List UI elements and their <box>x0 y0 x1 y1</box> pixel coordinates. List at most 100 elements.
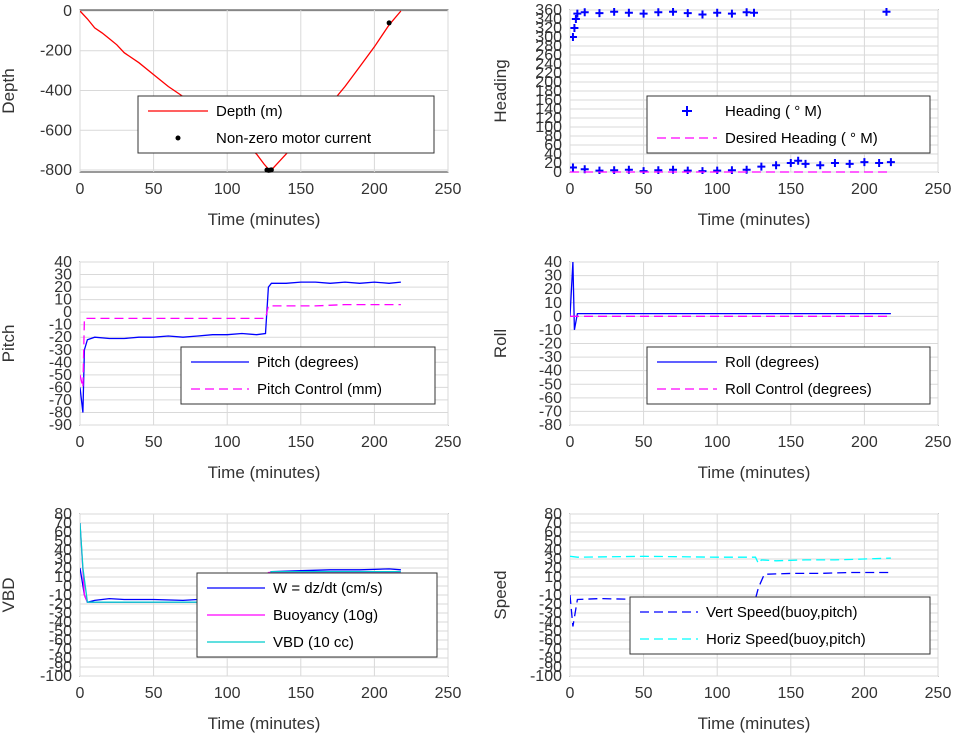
y-tick-label: 10 <box>544 295 562 312</box>
x-tick-label: 100 <box>704 181 731 198</box>
legend-label: Pitch (degrees) <box>257 354 359 371</box>
data-point <box>580 8 589 17</box>
y-tick-label: 340 <box>535 11 562 28</box>
y-tick-label: -60 <box>49 379 72 396</box>
data-point <box>571 15 580 23</box>
y-axis-label: VBD <box>0 578 18 613</box>
x-axis-label: Time (minutes) <box>698 210 811 229</box>
series-group <box>570 8 895 174</box>
legend-label: Non-zero motor current <box>216 130 372 147</box>
data-point <box>750 8 758 17</box>
y-tick-label: 30 <box>544 268 562 285</box>
chart-panel-5: 0 50 100 150 200 25080706050403020100-10-20-3… <box>0 506 461 733</box>
data-point <box>886 158 895 167</box>
x-tick-label: 200 <box>361 181 388 198</box>
data-point <box>595 166 604 174</box>
y-tick-label: 20 <box>544 155 562 172</box>
data-point <box>639 9 648 18</box>
x-tick-label: 150 <box>777 181 804 198</box>
data-point <box>845 159 854 168</box>
y-tick-label: 30 <box>54 551 72 568</box>
y-tick-label: -90 <box>539 659 562 676</box>
data-point <box>386 20 392 26</box>
y-tick-label: -600 <box>40 122 72 139</box>
data-point <box>882 8 891 16</box>
y-tick-label: -80 <box>49 404 72 421</box>
legend-box <box>180 346 436 405</box>
data-point <box>786 159 795 167</box>
legend-label: Roll (degrees) <box>725 354 819 371</box>
data-point <box>757 162 766 171</box>
x-tick-label: 0 <box>76 434 85 451</box>
y-axis-label: Depth <box>0 68 18 113</box>
series-group <box>570 555 891 627</box>
chart-panel-4: 0 50 100 150 200 250403020100-10-20-30-40-50-… <box>491 254 951 482</box>
x-tick-label: 200 <box>851 685 878 702</box>
y-tick-label: -40 <box>539 363 562 380</box>
data-point <box>624 8 633 17</box>
x-tick-label: 100 <box>704 685 731 702</box>
y-tick-label: 260 <box>535 47 562 64</box>
y-tick-label: 0 <box>553 578 562 595</box>
y-axis-label: Roll <box>491 329 510 358</box>
data-point <box>742 8 751 17</box>
y-tick-label: 70 <box>544 515 562 532</box>
x-tick-label: 150 <box>777 434 804 451</box>
legend-label: Buoyancy (10g) <box>273 607 378 624</box>
y-tick-label: -30 <box>539 605 562 622</box>
y-tick-label: -20 <box>49 596 72 613</box>
y-tick-label: -40 <box>49 614 72 631</box>
y-tick-label: -100 <box>40 668 72 685</box>
data-point <box>727 9 736 18</box>
y-tick-label: -70 <box>49 392 72 409</box>
y-tick-label: -50 <box>49 367 72 384</box>
data-point <box>654 8 663 17</box>
y-tick-label: -50 <box>539 376 562 393</box>
y-tick-label: 20 <box>54 279 72 296</box>
x-tick-label: 250 <box>925 434 952 451</box>
x-tick-label: 200 <box>851 434 878 451</box>
y-tick-label: -20 <box>539 596 562 613</box>
x-axis-label: Time (minutes) <box>698 463 811 482</box>
data-point <box>669 8 678 16</box>
y-tick-label: 60 <box>544 137 562 154</box>
y-tick-label: -40 <box>49 354 72 371</box>
legend: Roll (degrees) Roll Control (degrees) <box>646 346 931 405</box>
y-tick-label: 0 <box>63 3 72 20</box>
y-tick-label: -10 <box>49 317 72 334</box>
legend-swatch <box>682 106 692 116</box>
data-point <box>570 163 577 172</box>
y-tick-label: -70 <box>539 641 562 658</box>
y-tick-label: 10 <box>54 569 72 586</box>
x-tick-label: 50 <box>635 434 653 451</box>
y-tick-label: 70 <box>54 515 72 532</box>
series-line <box>80 522 401 603</box>
x-tick-label: 100 <box>214 685 241 702</box>
x-tick-label: 250 <box>435 434 462 451</box>
data-point <box>801 159 810 168</box>
data-point <box>713 8 722 17</box>
y-tick-label: 20 <box>54 560 72 577</box>
x-axis-label: Time (minutes) <box>208 210 321 229</box>
x-tick-label: 50 <box>145 181 163 198</box>
data-point <box>830 159 839 167</box>
y-tick-label: 20 <box>544 281 562 298</box>
y-axis-label: Heading <box>491 59 510 122</box>
x-tick-label: 0 <box>566 685 575 702</box>
x-tick-label: 100 <box>214 181 241 198</box>
y-tick-label: -10 <box>49 587 72 604</box>
x-tick-label: 250 <box>435 181 462 198</box>
y-tick-label: 280 <box>535 38 562 55</box>
y-tick-label: 80 <box>54 506 72 523</box>
x-tick-label: 0 <box>566 181 575 198</box>
y-axis-label: Speed <box>491 570 510 619</box>
x-tick-label: 150 <box>287 685 314 702</box>
x-axis-label: Time (minutes) <box>208 714 321 733</box>
series-line <box>570 571 891 627</box>
legend-label: W = dz/dt (cm/s) <box>273 580 383 597</box>
y-tick-label: 240 <box>535 56 562 73</box>
data-point <box>595 9 604 18</box>
y-tick-label: -80 <box>49 650 72 667</box>
y-tick-label: 10 <box>54 292 72 309</box>
x-tick-label: 50 <box>635 181 653 198</box>
